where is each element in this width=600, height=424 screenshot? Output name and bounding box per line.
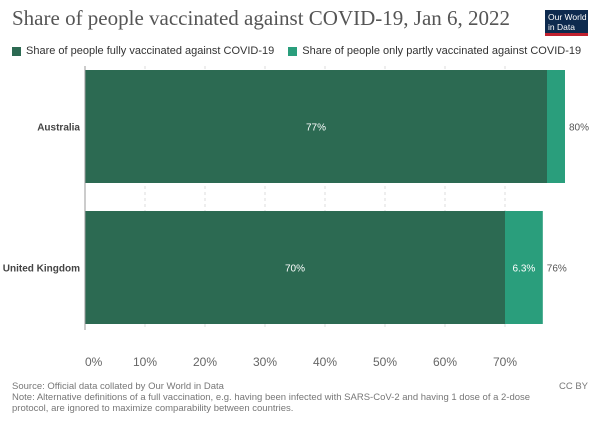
x-tick-label: 50%	[373, 355, 397, 369]
logo-line-1: Our World	[548, 12, 587, 22]
bar-fully-vaccinated[interactable]	[85, 211, 505, 324]
x-tick-label: 10%	[133, 355, 157, 369]
legend-swatch-partly	[288, 46, 298, 56]
owid-logo[interactable]: Our World in Data	[545, 10, 588, 36]
bar-total-label: 76%	[547, 264, 567, 275]
license-link[interactable]: CC BY	[558, 381, 588, 392]
bar-partly-vaccinated[interactable]	[505, 211, 543, 324]
legend-swatch-fully	[12, 46, 21, 56]
legend-label-partly: Share of people only partly vaccinated a…	[302, 45, 582, 57]
category-label: Australia	[37, 123, 80, 134]
bar-fully-vaccinated[interactable]	[85, 70, 547, 183]
source-text: Source: Official data collated by Our Wo…	[12, 381, 224, 392]
chart-area: 0% 10% 20% 30% 40% 50% 60% 70% 77% 80% Australia 70…	[3, 66, 589, 369]
legend-item-partly[interactable]: Share of people only partly vaccinated a…	[288, 45, 581, 57]
x-tick-label: 20%	[193, 355, 217, 369]
x-tick-label: 60%	[433, 355, 457, 369]
x-tick-label: 30%	[253, 355, 277, 369]
bar-total-label: 80%	[569, 123, 589, 134]
x-tick-label: 40%	[313, 355, 337, 369]
bar-partly-vaccinated[interactable]	[547, 70, 565, 183]
legend-item-fully[interactable]: Share of people fully vaccinated against…	[12, 45, 274, 57]
chart-title: Share of people vaccinated against COVID…	[12, 6, 511, 30]
legend-label-fully: Share of people fully vaccinated against…	[26, 45, 275, 57]
note-text: Note: Alternative definitions of a full …	[12, 392, 531, 414]
category-label: United Kingdom	[3, 264, 80, 275]
bar-value-label: 70%	[285, 264, 305, 275]
logo-line-2: in Data	[548, 21, 575, 32]
bar-value-label: 6.3%	[513, 264, 536, 275]
bar-value-label: 77%	[306, 123, 326, 134]
x-tick-label: 70%	[493, 355, 517, 369]
chart-footer: Source: Official data collated by Our Wo…	[12, 381, 552, 414]
x-tick-label: 0%	[85, 355, 103, 369]
legend: Share of people fully vaccinated against…	[12, 45, 581, 57]
